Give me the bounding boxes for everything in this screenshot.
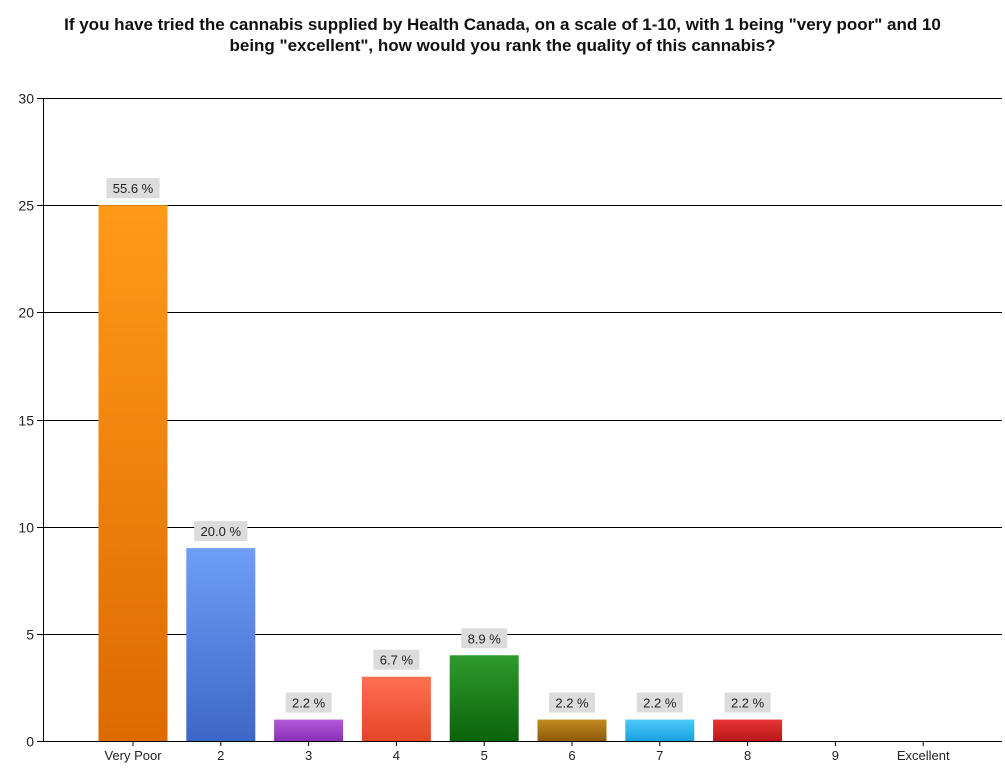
y-tick-label: 20 bbox=[18, 305, 34, 321]
x-tick-label: Excellent bbox=[897, 748, 950, 763]
data-label-bg bbox=[636, 692, 683, 713]
data-label: 2.2 % bbox=[731, 696, 765, 711]
y-tick-label: 10 bbox=[18, 520, 34, 536]
bar-very-poor bbox=[98, 205, 168, 741]
data-label: 2.2 % bbox=[643, 696, 677, 711]
x-tick-label: 3 bbox=[305, 748, 312, 763]
data-label-bg bbox=[549, 692, 595, 713]
data-label-bg bbox=[373, 649, 420, 670]
x-tick-label: 5 bbox=[481, 748, 488, 763]
bar-7 bbox=[625, 719, 695, 741]
data-label: 8.9 % bbox=[468, 631, 502, 646]
data-label-bg bbox=[461, 628, 508, 649]
bar-8 bbox=[713, 719, 783, 741]
x-tick-label: Very Poor bbox=[104, 748, 162, 763]
bar-5 bbox=[449, 655, 519, 741]
bar-3 bbox=[274, 719, 344, 741]
data-label-bg bbox=[106, 178, 160, 199]
data-label-bg bbox=[194, 521, 248, 542]
data-label-bg bbox=[285, 692, 332, 713]
chart-title: If you have tried the cannabis supplied … bbox=[64, 15, 941, 55]
data-labels: 55.6 % 20.0 % 2.2 % 6.7 % 8.9 % 2.2 % 2.2 % 2.2… bbox=[106, 178, 771, 713]
bar-6 bbox=[537, 719, 607, 741]
x-tick-label: 2 bbox=[217, 748, 224, 763]
y-tick-label: 15 bbox=[18, 413, 34, 429]
y-axis-ticks: 0 5 10 15 20 25 30 bbox=[18, 91, 43, 750]
bars bbox=[98, 205, 783, 741]
x-axis-labels: Very Poor 2 3 4 5 6 7 8 9 Excellent bbox=[104, 741, 950, 763]
y-tick-label: 0 bbox=[26, 734, 34, 750]
y-tick-label: 5 bbox=[26, 627, 34, 643]
bar-2 bbox=[186, 548, 256, 741]
data-label: 20.0 % bbox=[201, 524, 242, 539]
data-label: 2.2 % bbox=[292, 696, 326, 711]
data-label: 6.7 % bbox=[380, 653, 414, 668]
y-tick-label: 25 bbox=[18, 198, 34, 214]
x-tick-label: 6 bbox=[568, 748, 575, 763]
data-label: 2.2 % bbox=[555, 696, 589, 711]
x-tick-label: 8 bbox=[744, 748, 751, 763]
x-tick-label: 7 bbox=[656, 748, 663, 763]
x-tick-label: 4 bbox=[393, 748, 400, 763]
y-tick-label: 30 bbox=[18, 91, 34, 107]
x-tick-label: 9 bbox=[832, 748, 839, 763]
bar-4 bbox=[361, 676, 431, 741]
data-label: 55.6 % bbox=[113, 181, 154, 196]
data-label-bg bbox=[724, 692, 771, 713]
axes bbox=[43, 98, 1002, 742]
